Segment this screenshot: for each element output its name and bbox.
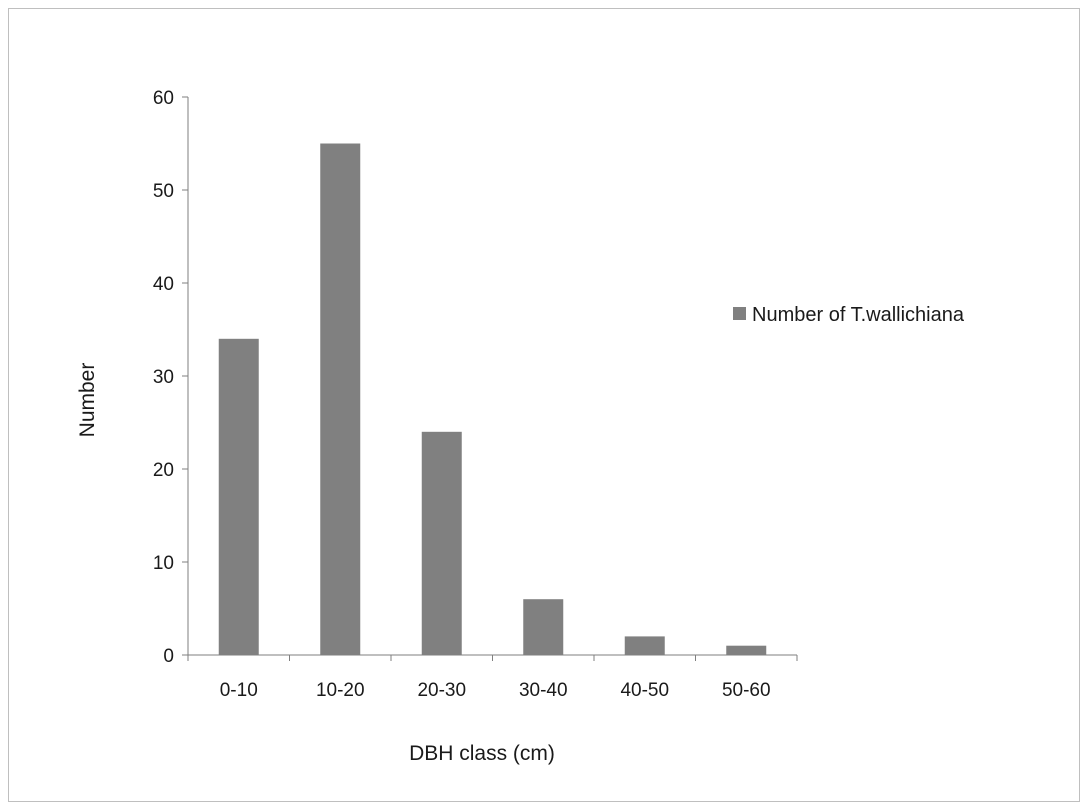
y-tick-label: 20 xyxy=(153,460,174,481)
bar xyxy=(320,143,361,655)
y-tick-label: 40 xyxy=(153,274,174,295)
x-tick-label: 50-60 xyxy=(722,680,771,701)
x-tick-label: 10-20 xyxy=(316,680,365,701)
x-tick-label: 40-50 xyxy=(620,680,669,701)
y-tick-label: 30 xyxy=(153,367,174,388)
bar xyxy=(624,636,665,655)
y-tick-label: 10 xyxy=(153,553,174,574)
y-tick-label: 0 xyxy=(163,646,174,667)
x-tick-label: 30-40 xyxy=(519,680,568,701)
x-axis: 0-10 10-20 20-30 30-40 40-50 50-60 xyxy=(187,654,798,701)
legend-swatch xyxy=(733,307,746,320)
bar xyxy=(523,599,564,655)
legend: Number of T.wallichiana xyxy=(733,304,965,326)
bar xyxy=(726,645,767,655)
bars xyxy=(218,143,767,655)
y-axis: 0 10 20 30 40 50 60 xyxy=(153,88,189,667)
legend-label: Number of T.wallichiana xyxy=(752,304,965,326)
bar xyxy=(218,338,259,655)
x-axis-title: DBH class (cm) xyxy=(409,742,555,765)
x-tick-label: 20-30 xyxy=(417,680,466,701)
x-tick-label: 0-10 xyxy=(220,680,258,701)
y-tick-label: 50 xyxy=(153,181,174,202)
y-axis-title: Number xyxy=(76,363,99,438)
y-tick-label: 60 xyxy=(153,88,174,109)
bar xyxy=(421,431,462,655)
chart-frame xyxy=(8,8,1080,802)
